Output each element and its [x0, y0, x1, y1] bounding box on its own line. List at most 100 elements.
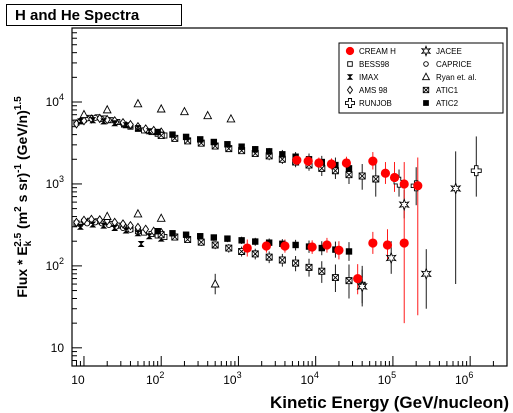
data-point: [225, 244, 233, 252]
data-point: [318, 267, 326, 275]
data-point: [305, 263, 313, 271]
legend-marker: [345, 98, 355, 108]
chart-title: H and He Spectra: [15, 7, 140, 24]
data-point: [278, 256, 286, 264]
data-point: [169, 131, 176, 138]
data-point: [385, 251, 397, 265]
x-tick-label: 104: [300, 370, 318, 387]
data-point: [398, 198, 410, 212]
data-point: [314, 158, 324, 168]
x-tick-label: 106: [455, 370, 473, 387]
data-point: [353, 273, 363, 284]
data-point: [280, 241, 290, 251]
x-tick-labels: 10 102 103 104 105 106: [71, 370, 473, 387]
data-point: [226, 113, 236, 123]
legend-marker: [420, 45, 432, 57]
data-point: [292, 241, 299, 249]
data-point: [389, 172, 400, 183]
data-point: [100, 222, 108, 229]
legend-marker: [423, 100, 429, 106]
data-point: [169, 230, 176, 237]
data-point: [80, 215, 88, 226]
data-point: [111, 120, 119, 127]
data-point: [345, 277, 353, 285]
data-point: [420, 267, 432, 281]
legend-marker: [347, 61, 353, 67]
legend-label: BESS98: [359, 60, 390, 69]
data-point: [211, 241, 219, 249]
x-tick-label: 10: [71, 373, 85, 387]
data-point: [111, 224, 119, 232]
data-point: [322, 240, 332, 250]
data-point: [292, 155, 302, 165]
chart-title-box: H and He Spectra: [6, 4, 182, 26]
data-point: [89, 117, 97, 124]
data-point: [182, 133, 190, 141]
data-point: [197, 233, 204, 240]
y-tick-label: 10: [51, 341, 65, 355]
data-point: [242, 243, 252, 253]
legend-marker: [346, 74, 354, 80]
legend-label: IMAX: [359, 73, 379, 82]
data-point: [79, 109, 89, 119]
data-point: [368, 156, 378, 166]
data-point: [100, 118, 108, 125]
data-point: [122, 227, 130, 234]
data-point: [96, 113, 104, 124]
legend-label: ATIC1: [436, 86, 459, 95]
data-point: [73, 119, 80, 129]
legend-label: CREAM H: [359, 47, 396, 56]
x-tick-label: 105: [378, 370, 396, 387]
data-point: [102, 104, 112, 114]
data-point: [356, 280, 368, 294]
y-tick-label: 102: [46, 256, 64, 273]
data-point: [96, 215, 104, 225]
data-point: [133, 98, 143, 108]
data-point: [203, 110, 213, 120]
data-point: [210, 234, 218, 241]
series-jacee: [356, 181, 462, 294]
data-point: [413, 181, 423, 191]
series-cream-h: [242, 155, 423, 284]
data-point: [307, 242, 317, 252]
data-point: [252, 146, 259, 153]
data-point: [156, 103, 166, 113]
data-point: [345, 171, 353, 179]
series-atic2: [154, 128, 353, 255]
data-point: [154, 128, 161, 136]
y-tick-labels: 10 102 103 104: [46, 92, 65, 355]
legend-marker: [422, 86, 430, 94]
data-point: [137, 240, 145, 248]
data-point: [331, 167, 339, 175]
data-point: [470, 165, 482, 177]
data-point: [142, 124, 150, 134]
data-point: [450, 181, 462, 195]
data-point: [292, 259, 300, 267]
data-point: [127, 220, 134, 231]
data-point: [238, 143, 245, 150]
data-point: [156, 213, 166, 222]
x-tick-label: 103: [223, 370, 241, 387]
data-point: [184, 235, 192, 243]
legend-marker: [423, 61, 429, 67]
data-point: [261, 241, 271, 251]
legend-label: ATIC2: [436, 99, 459, 108]
data-point: [334, 245, 344, 255]
data-point: [224, 141, 231, 148]
data-point: [154, 227, 161, 235]
data-point: [372, 175, 380, 183]
data-point: [265, 253, 273, 261]
data-point: [182, 231, 190, 238]
data-point: [142, 224, 150, 235]
data-point: [224, 235, 231, 242]
plot-frame: [71, 27, 508, 367]
data-point: [210, 138, 218, 146]
data-point: [368, 238, 378, 248]
data-point: [326, 159, 337, 169]
legend-marker: [345, 46, 355, 56]
data-point: [102, 211, 112, 220]
data-point: [210, 278, 220, 288]
data-point: [265, 148, 273, 155]
data-point: [197, 238, 205, 246]
